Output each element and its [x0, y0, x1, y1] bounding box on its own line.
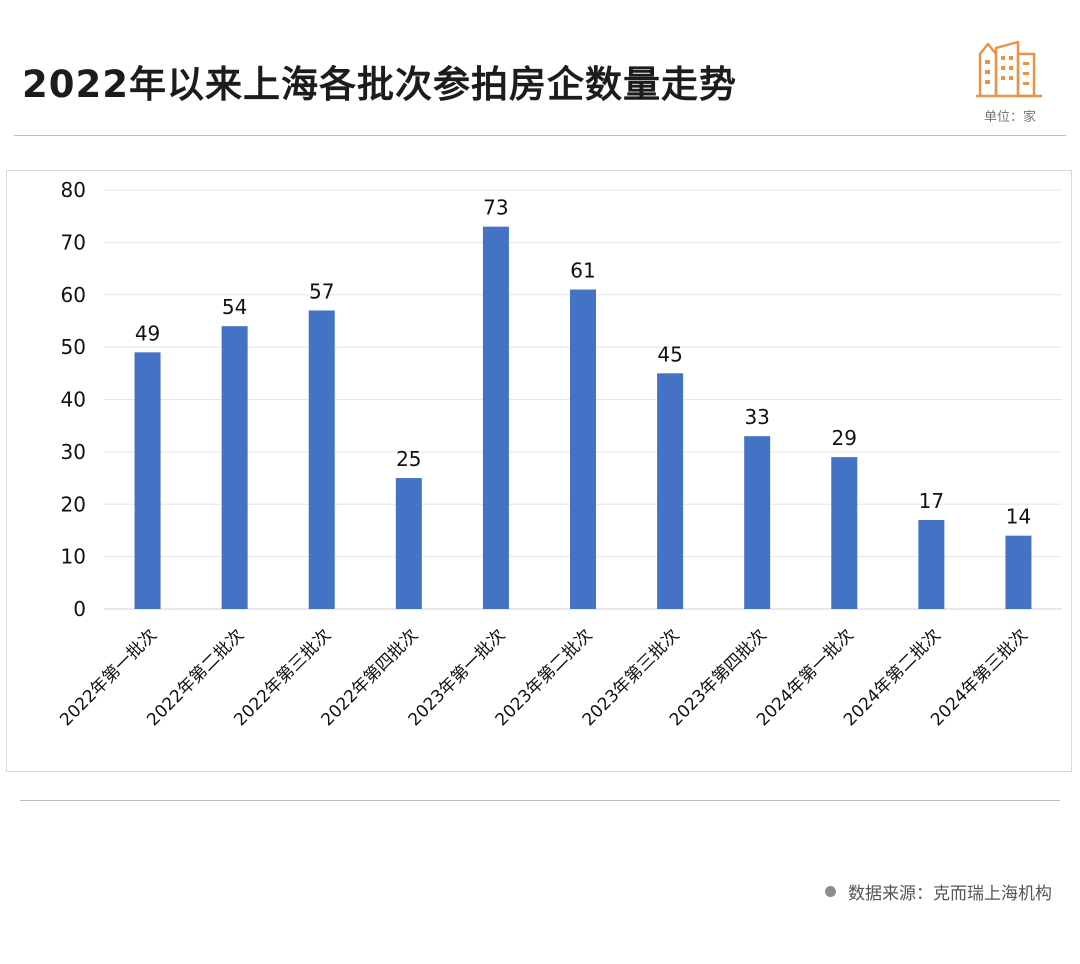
bar — [918, 519, 945, 609]
source-text: 数据来源：克而瑞上海机构 — [848, 884, 1052, 904]
bar-value-label: 54 — [222, 295, 247, 319]
x-axis-ticks: 2022年第一批次2022年第二批次2022年第三批次2022年第四批次2023… — [56, 625, 1032, 730]
bar — [744, 436, 771, 609]
bar-value-label: 73 — [483, 196, 508, 220]
bar-value-label: 14 — [1006, 505, 1031, 529]
bar — [831, 457, 858, 609]
source-note: 数据来源：克而瑞上海机构 — [825, 879, 1052, 904]
unit-label: 单位：家 — [983, 110, 1036, 125]
bar — [134, 352, 161, 609]
bar — [657, 373, 684, 609]
bar — [1005, 535, 1032, 609]
y-tick-label: 80 — [61, 178, 86, 202]
bar-value-label: 57 — [309, 279, 334, 303]
y-tick-label: 50 — [61, 335, 86, 359]
bar-value-label: 29 — [832, 426, 857, 450]
bar-value-label: 33 — [744, 405, 769, 429]
bars — [134, 226, 1032, 609]
bar — [308, 310, 335, 609]
header-divider — [14, 135, 1066, 136]
bar-value-label: 45 — [657, 342, 682, 366]
city-buildings-icon — [976, 40, 1042, 98]
bar-value-label: 61 — [570, 259, 595, 283]
data-labels: 49 54 57 25 73 61 45 33 29 17 14 — [135, 196, 1031, 529]
y-tick-label: 70 — [61, 230, 86, 254]
bar-value-label: 25 — [396, 447, 421, 471]
footer-divider — [20, 800, 1060, 801]
y-tick-label: 40 — [61, 388, 86, 412]
y-tick-label: 20 — [61, 492, 86, 516]
y-axis-ticks: 0 10 20 30 40 50 60 70 80 — [61, 178, 86, 621]
y-tick-label: 60 — [61, 283, 86, 307]
bar — [395, 478, 422, 609]
y-tick-label: 0 — [73, 597, 86, 621]
y-tick-label: 30 — [61, 440, 86, 464]
chart-frame — [6, 170, 1072, 772]
bar — [221, 326, 248, 609]
bullet-dot-icon — [825, 886, 836, 897]
bar-value-label: 17 — [919, 489, 944, 513]
bar — [482, 226, 509, 609]
y-tick-label: 10 — [61, 545, 86, 569]
bar-value-label: 49 — [135, 321, 160, 345]
chart-title: 2022年以来上海各批次参拍房企数量走势 — [22, 63, 737, 106]
bar — [570, 289, 596, 609]
